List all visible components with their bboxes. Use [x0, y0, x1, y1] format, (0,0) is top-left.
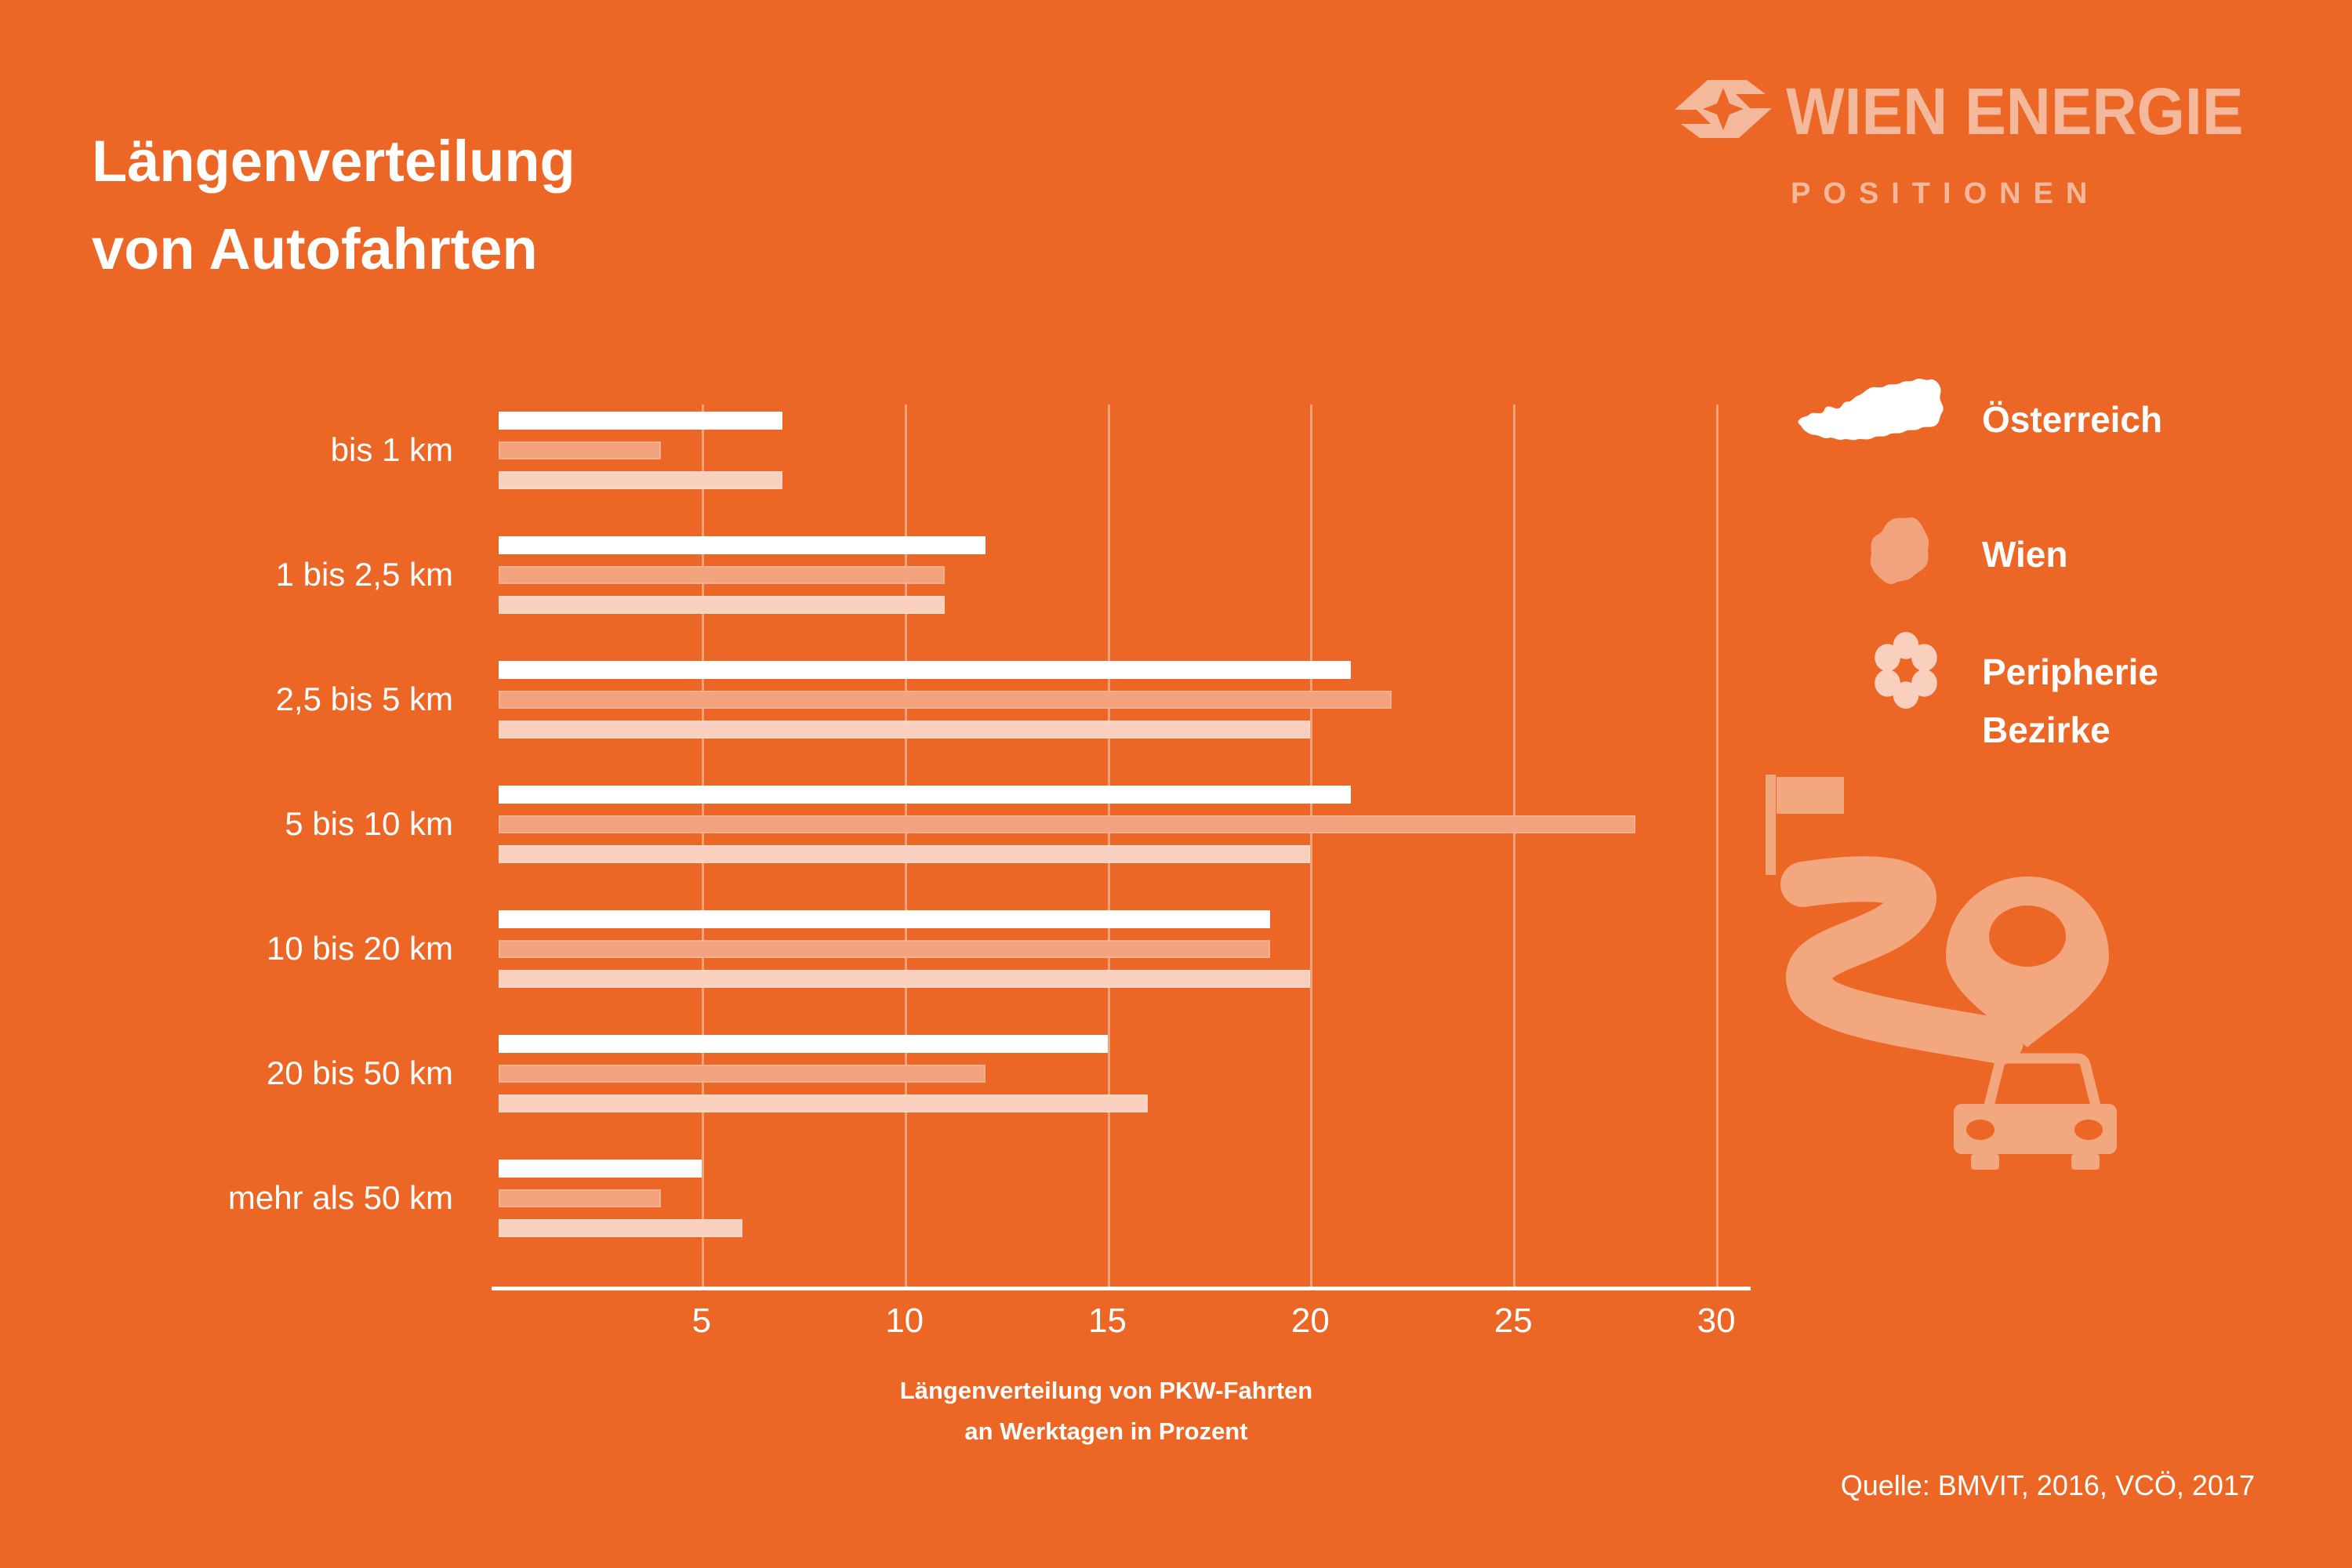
bar-peripherie-bezirke: [499, 596, 946, 614]
bar-oesterreich: [499, 1160, 702, 1178]
category-label: bis 1 km: [330, 431, 453, 468]
bar-wien: [499, 1065, 986, 1083]
car-icon: [1954, 1053, 2117, 1170]
bar-oesterreich: [499, 536, 986, 554]
bar-oesterreich: [499, 1035, 1108, 1053]
bar-peripherie-bezirke: [499, 1219, 742, 1237]
page-title: Längenverteilung von Autofahrten: [92, 118, 575, 293]
x-tick-label: 20: [1290, 1301, 1330, 1340]
flagpole-icon: [1766, 775, 1776, 875]
bar-oesterreich: [499, 661, 1352, 679]
legend-label-oesterreich: Österreich: [1982, 399, 2163, 440]
bar-oesterreich: [499, 910, 1270, 928]
title-line2: von Autofahrten: [92, 216, 538, 281]
axis-caption: Längenverteilung von PKW-Fahrten an Werk…: [499, 1370, 1714, 1452]
category-label: 1 bis 2,5 km: [275, 556, 453, 593]
austria-map-icon: [1798, 378, 1944, 441]
legend-label-peripherie-line1: Peripherie: [1982, 652, 2158, 692]
flag-icon: [1777, 777, 1844, 814]
x-tick-label: 15: [1088, 1301, 1127, 1340]
x-tick-label: 10: [885, 1301, 924, 1340]
gridline-25: [1513, 405, 1516, 1288]
legend-label-peripherie-line2: Bezirke: [1982, 710, 2111, 750]
category-label: 10 bis 20 km: [266, 930, 453, 967]
bar-oesterreich: [499, 412, 783, 430]
bar-wien: [499, 815, 1635, 833]
bar-peripherie-bezirke: [499, 471, 783, 489]
logo-wordmark: WIEN ENERGIE: [1786, 74, 2244, 148]
category-label: 20 bis 50 km: [266, 1054, 453, 1091]
wien-map-icon: [1870, 517, 1929, 584]
bar-peripherie-bezirke: [499, 1094, 1149, 1112]
bar-peripherie-bezirke: [499, 845, 1311, 863]
legend-label-wien: Wien: [1982, 534, 2068, 575]
x-axis-line: [492, 1287, 1751, 1290]
bar-wien: [499, 691, 1392, 709]
gridline-30: [1716, 405, 1719, 1288]
wien-energie-logo-icon: [1675, 80, 1772, 138]
route-illustration: [1766, 775, 2117, 1170]
road-icon: [1780, 856, 2024, 1064]
legend-label-peripherie: Peripherie Bezirke: [1982, 643, 2158, 759]
map-pin-hole: [1989, 906, 2066, 967]
peripherie-flower-icon: [1875, 632, 1937, 709]
category-label: 2,5 bis 5 km: [275, 681, 453, 717]
x-tick-label: 25: [1494, 1301, 1533, 1340]
bar-wien: [499, 940, 1270, 958]
bar-wien: [499, 1189, 662, 1207]
axis-caption-line1: Längenverteilung von PKW-Fahrten: [899, 1377, 1313, 1404]
bar-peripherie-bezirke: [499, 970, 1311, 988]
source-note: Quelle: BMVIT, 2016, VCÖ, 2017: [1840, 1469, 2255, 1501]
bar-wien: [499, 566, 946, 584]
category-label: mehr als 50 km: [227, 1179, 453, 1216]
bar-oesterreich: [499, 786, 1352, 804]
bar-peripherie-bezirke: [499, 720, 1311, 739]
bar-wien: [499, 441, 662, 459]
logo-subtitle: POSITIONEN: [1791, 177, 2100, 210]
x-tick-label: 30: [1697, 1301, 1736, 1340]
title-line1: Längenverteilung: [92, 129, 575, 194]
gridline-20: [1310, 405, 1313, 1288]
category-label: 5 bis 10 km: [285, 805, 453, 842]
axis-caption-line2: an Werktagen in Prozent: [964, 1417, 1248, 1445]
x-tick-label: 5: [691, 1301, 712, 1340]
